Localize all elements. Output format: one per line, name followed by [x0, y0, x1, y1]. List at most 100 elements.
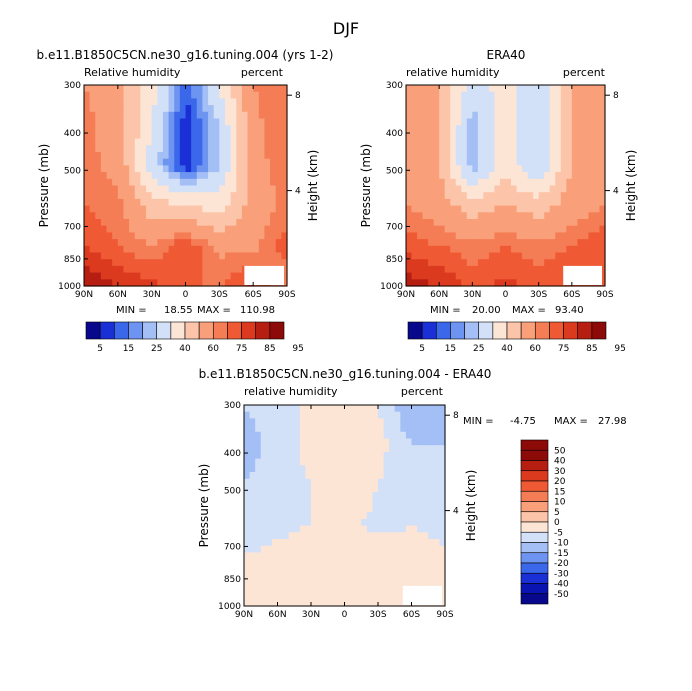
contour-cell [439, 425, 446, 433]
contour-cell [544, 172, 551, 180]
contour-cell [417, 565, 424, 574]
contour-cell [294, 552, 301, 560]
contour-cell [571, 138, 578, 146]
contour-cell [505, 212, 512, 220]
contour-cell [327, 438, 334, 446]
contour-cell [95, 158, 102, 166]
colorbar-label: 0 [554, 518, 560, 528]
contour-cell [174, 125, 181, 133]
contour-cell [84, 239, 91, 247]
contour-cell [129, 118, 136, 126]
contour-cell [311, 498, 318, 507]
contour-cell [270, 172, 277, 180]
colorbar-swatch [520, 490, 549, 502]
contour-cell [288, 599, 295, 607]
contour-cell [439, 539, 446, 547]
contour-cell [338, 572, 346, 580]
contour-cell [219, 158, 226, 166]
contour-cell [283, 438, 290, 446]
contour-cell [455, 225, 462, 233]
contour-cell [472, 131, 479, 140]
contour-cell [241, 118, 249, 126]
x-tick-label: 90S [596, 290, 613, 300]
contour-cell [422, 138, 429, 146]
contour-cell [599, 185, 606, 193]
contour-cell [174, 165, 181, 173]
contour-cell [417, 418, 424, 426]
contour-cell [422, 532, 429, 540]
contour-cell [411, 559, 418, 567]
contour-cell [191, 212, 198, 220]
contour-cell [202, 239, 209, 247]
contour-cell [258, 172, 266, 180]
contour-cell [244, 458, 251, 466]
contour-cell [422, 565, 429, 574]
contour-cell [582, 85, 590, 93]
contour-cell [350, 532, 357, 540]
contour-cell [244, 518, 251, 527]
contour-cell [428, 505, 435, 513]
contour-cell [571, 172, 578, 180]
contour-cell [305, 411, 312, 419]
contour-cell [294, 532, 301, 540]
contour-cell [316, 478, 323, 486]
contour-cell [294, 492, 301, 500]
contour-cell [522, 219, 529, 227]
contour-cell [333, 451, 340, 460]
contour-cell [157, 219, 164, 227]
contour-cell [179, 239, 187, 247]
contour-cell [461, 239, 468, 247]
contour-cell [255, 411, 262, 419]
contour-cell [134, 138, 141, 146]
contour-cell [560, 152, 567, 160]
contour-cell [253, 198, 260, 207]
contour-cell [406, 245, 413, 254]
contour-cell [106, 152, 113, 160]
contour-cell [366, 418, 374, 426]
contour-cell [571, 192, 578, 200]
contour-cell [422, 91, 429, 99]
contour-cell [106, 205, 113, 213]
contour-cell [322, 592, 329, 600]
contour-cell [511, 145, 518, 153]
contour-cell [202, 219, 209, 227]
contour-cell [294, 411, 301, 419]
contour-cell [560, 198, 567, 207]
contour-cell [344, 585, 351, 594]
contour-cell [333, 572, 340, 580]
contour-cell [123, 105, 130, 113]
contour-cell [179, 185, 187, 193]
contour-cell [472, 198, 479, 207]
contour-cell [571, 152, 578, 160]
contour-cell [191, 225, 198, 233]
contour-cell [355, 512, 362, 520]
contour-cell [417, 125, 424, 133]
contour-cell [544, 91, 551, 99]
contour-cell [483, 131, 490, 140]
contour-cell [100, 131, 108, 140]
contour-cell [350, 592, 357, 600]
contour-cell [444, 225, 451, 233]
contour-cell [378, 579, 385, 587]
contour-cell [275, 98, 282, 106]
contour-cell [253, 212, 260, 220]
contour-cell [258, 165, 266, 173]
contour-cell [185, 91, 192, 99]
contour-cell [527, 265, 534, 274]
contour-cell [100, 125, 108, 133]
contour-cell [89, 185, 96, 193]
contour-cell [271, 585, 279, 594]
contour-cell [168, 225, 175, 233]
contour-cell [327, 505, 334, 513]
contour-cell [400, 465, 407, 473]
contour-cell [494, 239, 501, 247]
y2-tick-label: 4 [453, 507, 459, 517]
contour-cell [146, 125, 153, 133]
contour-cell [84, 205, 91, 213]
contour-cell [288, 445, 295, 453]
contour-cell [599, 125, 606, 133]
contour-cell [123, 131, 130, 140]
contour-cell [327, 451, 334, 460]
contour-cell [560, 158, 567, 166]
contour-cell [461, 225, 468, 233]
